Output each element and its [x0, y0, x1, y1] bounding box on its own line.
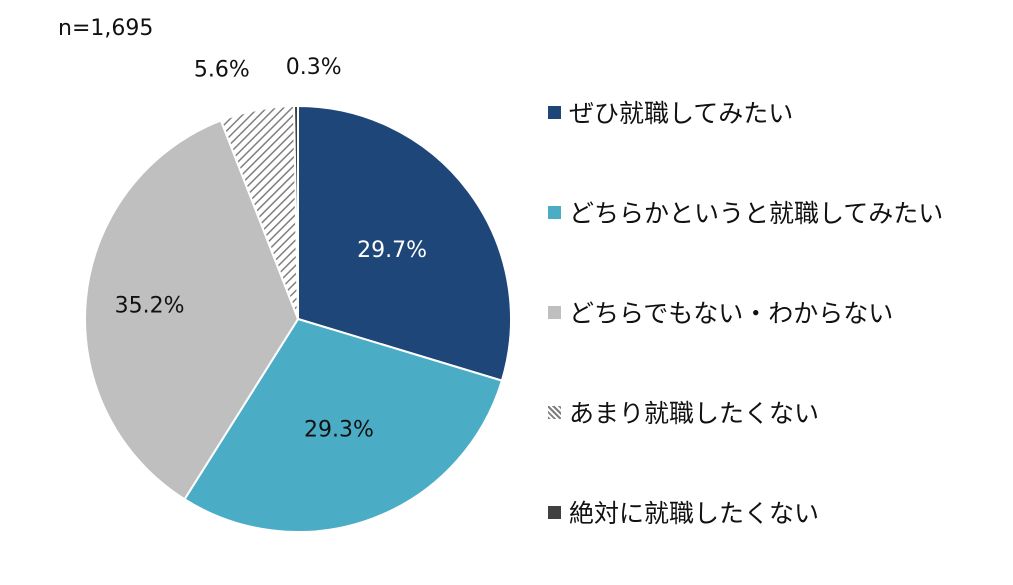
pie-slice-5 [292, 104, 299, 320]
legend: ぜひ就職してみたいどちらかというと就職してみたい どちらでもない・わからない あまり… [548, 62, 943, 562]
data-label-4: 5.6% [194, 58, 250, 83]
legend-label-1: ぜひ就職してみたい [569, 99, 794, 128]
legend-swatch-1 [548, 105, 561, 119]
legend-label-3: どちらでもない・わからない [569, 299, 894, 328]
legend-item-3: どちらでもない・わからない [548, 262, 943, 362]
legend-swatch-5 [548, 505, 561, 519]
pie-slice-3 [84, 119, 300, 501]
data-label-3: 35.2% [115, 294, 185, 319]
pie-slice-1 [297, 104, 512, 382]
legend-swatch-4 [548, 405, 561, 419]
data-label-2: 29.3% [304, 418, 374, 443]
legend-label-4: あまり就職したくない [569, 399, 820, 428]
data-label-5: 0.3% [286, 55, 342, 80]
data-label-1: 29.7% [357, 238, 427, 263]
legend-item-1: ぜひ就職してみたい [548, 62, 943, 162]
legend-swatch-3 [548, 305, 561, 319]
legend-item-4: あまり就職したくない [548, 362, 943, 462]
pie-slice-2 [183, 317, 504, 533]
legend-item-2: どちらかというと就職してみたい [548, 162, 943, 262]
sample-size-label: n=1,695 [58, 16, 154, 41]
legend-label-2: どちらかというと就職してみたい [569, 199, 944, 228]
legend-swatch-2 [548, 205, 561, 219]
legend-item-5: 絶対に就職したくない [548, 462, 943, 562]
legend-label-5: 絶対に就職したくない [569, 499, 820, 528]
